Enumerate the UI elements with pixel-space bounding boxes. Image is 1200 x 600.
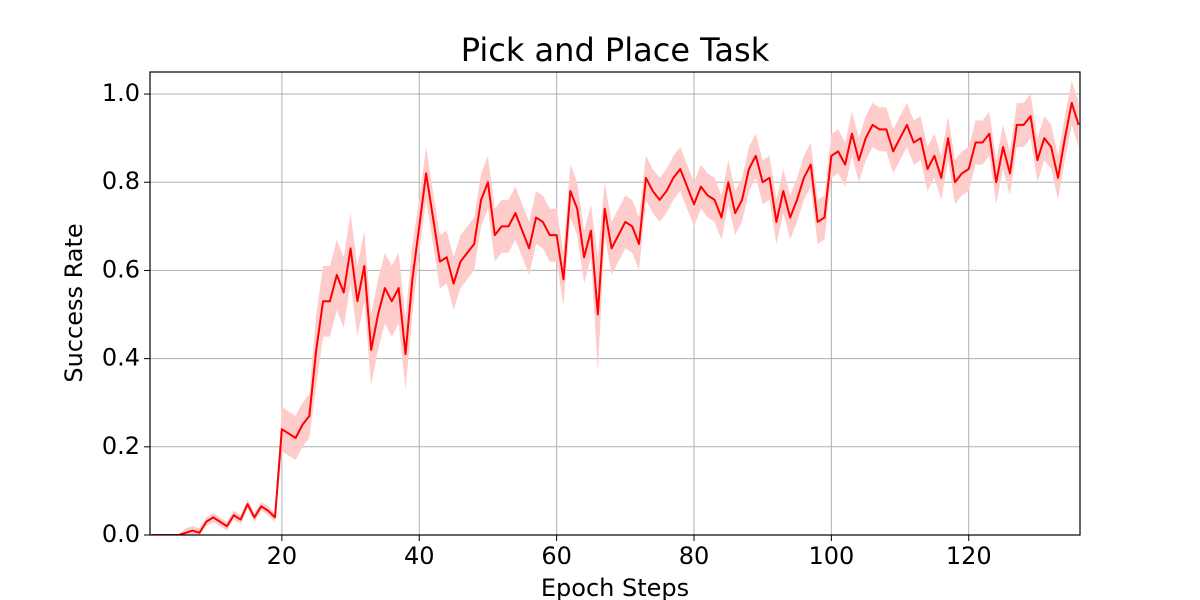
x-tick-label: 80 xyxy=(679,542,710,570)
axes-frame xyxy=(149,71,1081,536)
line xyxy=(151,101,1080,535)
plot-area xyxy=(151,80,1080,535)
x-tick-label: 120 xyxy=(946,542,992,570)
confidence-band xyxy=(151,80,1079,535)
y-tick-label: 0.8 xyxy=(102,167,140,195)
y-axis-label: Success Rate xyxy=(60,223,88,382)
x-tick-label: 20 xyxy=(267,542,298,570)
x-axis-label: Epoch Steps xyxy=(541,574,689,600)
x-tick-label: 40 xyxy=(404,542,435,570)
grid xyxy=(150,72,1080,536)
y-tick-label: 0.2 xyxy=(102,432,140,460)
chart-title: Pick and Place Task xyxy=(461,31,770,69)
x-tick-label: 60 xyxy=(541,542,572,570)
y-tick-label: 0.4 xyxy=(102,344,140,372)
ticks: 20 40 60 80 100 120 0.0 0.2 0.4 0.6 0.8 1.0 xyxy=(102,79,992,570)
x-tick-label: 100 xyxy=(808,542,854,570)
y-tick-label: 1.0 xyxy=(102,79,140,107)
y-tick-label: 0.6 xyxy=(102,255,140,283)
y-tick-label: 0.0 xyxy=(102,520,140,548)
